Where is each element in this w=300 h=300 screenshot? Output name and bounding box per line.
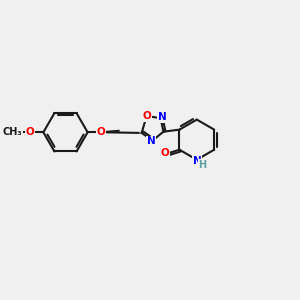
Text: O: O xyxy=(142,111,151,121)
Text: N: N xyxy=(147,136,155,146)
Text: O: O xyxy=(161,148,170,158)
Text: CH₃: CH₃ xyxy=(3,127,22,137)
Text: H: H xyxy=(198,160,206,170)
Text: O: O xyxy=(26,127,34,137)
Text: N: N xyxy=(193,156,202,166)
Text: O: O xyxy=(97,127,105,137)
Text: N: N xyxy=(158,112,166,122)
